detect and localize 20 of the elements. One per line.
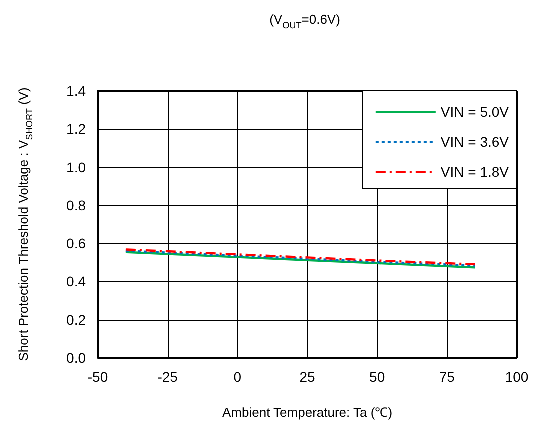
x-axis-title: Ambient Temperature: Ta (℃)	[222, 405, 393, 420]
x-tick-label: 75	[439, 369, 456, 385]
y-tick-label: 1.2	[66, 121, 86, 138]
x-tick-label: -25	[158, 369, 178, 385]
y-tick-label: 0.4	[66, 274, 86, 290]
legend-label: VIN = 3.6V	[440, 134, 510, 150]
y-axis-title: Short Protection Threshold Voltage : VSHORT (V)	[16, 88, 34, 362]
x-tick-label: 100	[505, 369, 529, 385]
x-tick-label: -50	[88, 369, 108, 385]
y-tick-label: 0.2	[66, 312, 86, 328]
y-tick-label: 1.0	[66, 159, 86, 176]
y-tick-label: 1.4	[66, 83, 86, 99]
y-tick-label: 0.8	[66, 197, 86, 214]
y-tick-label: 0.6	[66, 236, 86, 252]
x-tick-label: 0	[234, 369, 242, 385]
legend-label: VIN = 1.8V	[440, 164, 510, 180]
legend-label: VIN = 5.0V	[440, 104, 510, 120]
x-tick-label: 50	[370, 369, 386, 385]
x-tick-label: 25	[300, 369, 316, 385]
y-tick-label: 0.0	[66, 350, 86, 366]
